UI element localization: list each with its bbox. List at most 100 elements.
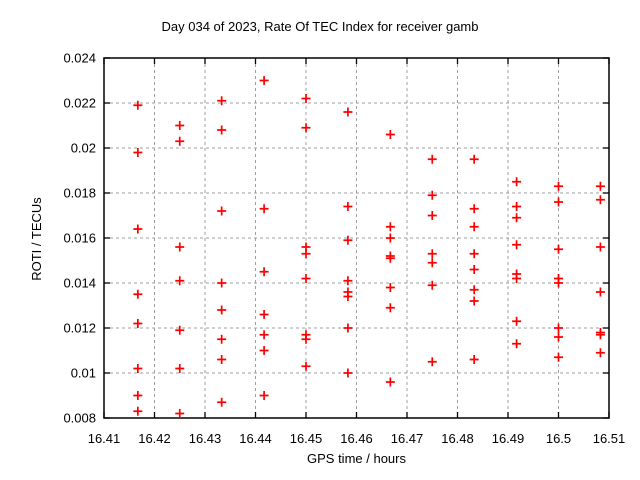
- data-point-marker: [595, 330, 605, 340]
- data-point-marker: [554, 244, 563, 254]
- data-point-marker: [595, 287, 605, 297]
- data-point-marker: [175, 136, 185, 146]
- data-point-marker: [512, 240, 522, 250]
- x-tick-label: 16.46: [340, 431, 373, 446]
- data-point-marker: [301, 334, 311, 344]
- data-point-marker: [259, 310, 269, 319]
- data-point-marker: [301, 249, 311, 259]
- data-point-marker: [175, 325, 185, 335]
- y-tick-label: 0.018: [63, 186, 96, 201]
- y-tick-label: 0.022: [63, 96, 96, 111]
- data-point-marker: [595, 348, 605, 358]
- data-point-marker: [385, 303, 395, 313]
- data-point-marker: [259, 76, 269, 85]
- data-point-marker: [595, 195, 605, 205]
- y-tick-label: 0.008: [63, 411, 96, 426]
- data-point-marker: [512, 339, 522, 349]
- data-point-marker: [385, 377, 395, 387]
- data-point-marker: [427, 357, 437, 367]
- data-point-marker: [512, 213, 522, 223]
- data-point-marker: [217, 278, 227, 288]
- data-point-marker: [427, 280, 437, 290]
- x-tick-label: 16.44: [239, 431, 272, 446]
- data-point-marker: [217, 334, 227, 344]
- x-tick-label: 16.41: [88, 431, 121, 446]
- data-point-marker: [385, 283, 395, 292]
- data-point-marker: [259, 204, 269, 214]
- data-point-marker: [217, 206, 227, 216]
- y-tick-label: 0.01: [71, 366, 96, 381]
- x-tick-label: 16.47: [391, 431, 424, 446]
- data-point-marker: [385, 253, 395, 263]
- y-tick-label: 0.016: [63, 231, 96, 246]
- data-point-marker: [469, 154, 479, 164]
- data-point-marker: [301, 123, 311, 133]
- data-point-marker: [512, 316, 522, 326]
- data-point-marker: [595, 242, 605, 252]
- data-point-marker: [133, 289, 143, 299]
- data-point-marker: [133, 406, 143, 416]
- data-point-marker: [175, 409, 185, 418]
- data-point-marker: [512, 177, 522, 187]
- data-point-marker: [175, 364, 185, 373]
- data-point-marker: [427, 154, 437, 164]
- data-point-marker: [385, 130, 395, 139]
- data-point-marker: [133, 391, 143, 400]
- data-point-marker: [469, 355, 479, 364]
- data-point-marker: [554, 332, 563, 342]
- data-point-marker: [469, 296, 479, 306]
- data-point-marker: [469, 204, 479, 214]
- data-point-marker: [133, 148, 143, 157]
- data-point-marker: [343, 323, 353, 333]
- data-point-marker: [301, 94, 311, 103]
- x-tick-label: 16.51: [593, 431, 626, 446]
- data-point-marker: [217, 305, 227, 315]
- data-point-marker: [427, 258, 437, 268]
- data-point-marker: [554, 278, 563, 288]
- data-point-marker: [554, 181, 563, 191]
- data-point-marker: [343, 368, 353, 378]
- data-point-marker: [259, 330, 269, 340]
- x-tick-label: 16.45: [290, 431, 323, 446]
- data-point-marker: [343, 235, 353, 245]
- y-tick-label: 0.014: [63, 276, 96, 291]
- data-point-marker: [469, 222, 479, 232]
- y-tick-label: 0.012: [63, 321, 96, 336]
- y-tick-label: 0.02: [71, 141, 96, 156]
- data-point-marker: [259, 346, 269, 355]
- data-point-marker: [469, 265, 479, 274]
- x-axis-label: GPS time / hours: [307, 451, 406, 466]
- data-point-marker: [595, 181, 605, 191]
- x-tick-label: 16.48: [441, 431, 474, 446]
- x-tick-label: 16.49: [492, 431, 525, 446]
- data-point-marker: [469, 285, 479, 295]
- data-point-marker: [512, 202, 522, 211]
- data-point-marker: [175, 276, 185, 286]
- data-point-marker: [217, 355, 227, 364]
- data-point-marker: [512, 274, 522, 283]
- data-point-marker: [469, 249, 479, 259]
- data-point-marker: [554, 352, 563, 362]
- data-point-marker: [427, 249, 437, 259]
- data-point-marker: [301, 274, 311, 283]
- data-point-marker: [554, 323, 563, 333]
- data-point-marker: [343, 202, 353, 211]
- x-tick-label: 16.42: [138, 431, 171, 446]
- data-point-marker: [259, 267, 269, 277]
- data-point-marker: [217, 96, 227, 106]
- data-point-marker: [554, 197, 563, 207]
- data-point-marker: [385, 222, 395, 232]
- x-tick-label: 16.43: [189, 431, 222, 446]
- data-point-marker: [385, 233, 395, 243]
- data-point-marker: [175, 242, 185, 252]
- data-point-marker: [343, 276, 353, 286]
- y-tick-label: 0.024: [63, 51, 96, 66]
- data-point-marker: [217, 397, 227, 407]
- x-tick-label: 16.5: [546, 431, 571, 446]
- data-point-marker: [427, 190, 437, 200]
- data-point-marker: [133, 319, 143, 328]
- data-point-marker: [259, 391, 269, 400]
- chart-title: Day 034 of 2023, Rate Of TEC Index for r…: [161, 19, 479, 34]
